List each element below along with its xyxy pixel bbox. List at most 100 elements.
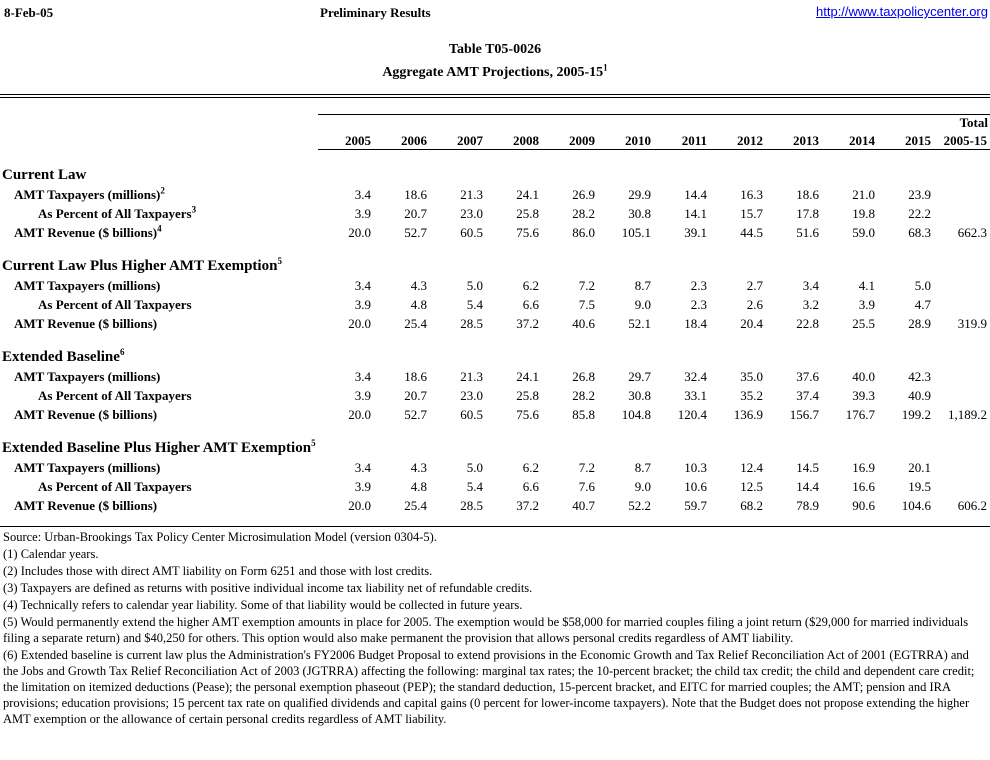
section-heading-row: Extended Baseline Plus Higher AMT Exempt… [0,423,990,457]
total-value-cell: 606.2 [957,498,987,513]
value-cell: 3.4 [354,369,371,384]
row-label: AMT Revenue ($ billions) [0,313,318,332]
value-cell: 20.0 [348,407,371,422]
value-cell: 2.3 [690,297,707,312]
value-cell: 104.8 [621,407,651,422]
double-horizontal-rule [0,94,990,98]
value-cell: 24.1 [516,369,539,384]
value-cell: 78.9 [796,498,819,513]
table-row: AMT Revenue ($ billions)4 20.0 52.7 60.5 75.… [0,222,990,241]
value-cell: 59.7 [684,498,707,513]
value-cell: 28.2 [572,206,595,221]
value-cell: 20.7 [404,206,427,221]
taxpolicycenter-link[interactable]: http://www.taxpolicycenter.org [816,4,988,19]
value-cell: 3.9 [354,479,371,494]
value-cell: 28.5 [460,498,483,513]
value-cell: 19.8 [852,206,875,221]
value-cell: 40.6 [572,316,595,331]
value-cell: 20.0 [348,225,371,240]
value-cell: 28.9 [908,316,931,331]
footnote-line: (1) Calendar years. [3,547,99,561]
value-cell: 32.4 [684,369,707,384]
row-label: AMT Revenue ($ billions)4 [0,222,318,241]
value-cell: 8.7 [634,460,651,475]
footnote-line: (3) Taxpayers are defined as returns wit… [3,581,533,595]
value-cell: 86.0 [572,225,595,240]
section-heading-text: Current Law Plus Higher AMT Exemption [2,258,278,274]
value-cell: 6.2 [522,278,539,293]
value-cell: 9.0 [634,297,651,312]
table-row: As Percent of All Taxpayers3 3.9 20.7 23.0 2… [0,203,990,222]
value-cell: 20.0 [348,316,371,331]
value-cell: 10.3 [684,460,707,475]
header-spacer-cell [486,114,542,131]
date-label: 8-Feb-05 [4,5,54,20]
section-footnote-ref: 6 [119,347,125,357]
value-cell: 5.4 [466,479,483,494]
year-header: 2006 [374,131,430,150]
value-cell: 23.0 [460,206,483,221]
row-label: AMT Taxpayers (millions) [0,275,318,294]
value-cell: 37.2 [516,498,539,513]
value-cell: 37.6 [796,369,819,384]
row-label: AMT Taxpayers (millions)2 [0,184,318,203]
value-cell: 23.9 [908,187,931,202]
value-cell: 5.4 [466,297,483,312]
value-cell: 10.6 [684,479,707,494]
section-heading-text: Extended Baseline Plus Higher AMT Exempt… [2,440,312,456]
value-cell: 6.2 [522,460,539,475]
row-label: AMT Revenue ($ billions) [0,404,318,423]
section-heading-text: Extended Baseline [2,349,120,365]
row-label: As Percent of All Taxpayers [0,385,318,404]
table-row: AMT Revenue ($ billions) 20.0 25.4 28.5 37.2… [0,313,990,332]
table-main-title: Aggregate AMT Projections, 2005-151 [0,63,990,81]
header-spacer-cell [710,114,766,131]
section-footnote-ref: 5 [311,438,316,448]
value-cell: 68.2 [740,498,763,513]
row-label-text: AMT Revenue ($ billions) [14,407,158,422]
header-spacer-cell [318,114,374,131]
value-cell: 18.4 [684,316,707,331]
value-cell: 7.2 [578,460,595,475]
row-label-text: AMT Taxpayers (millions) [14,187,161,202]
value-cell: 16.6 [852,479,875,494]
value-cell: 16.3 [740,187,763,202]
total-value-cell: 319.9 [957,316,987,331]
row-label-text: As Percent of All Taxpayers [38,479,192,494]
value-cell: 4.7 [914,297,931,312]
table-row: AMT Revenue ($ billions) 20.0 25.4 28.5 37.2… [0,495,990,514]
value-cell: 3.4 [354,460,371,475]
value-cell: 52.7 [404,225,427,240]
footnote-line: (5) Would permanently extend the higher … [3,615,969,645]
value-cell: 3.2 [802,297,819,312]
value-cell: 18.6 [404,187,427,202]
row-label: AMT Revenue ($ billions) [0,495,318,514]
value-cell: 51.6 [796,225,819,240]
header-spacer-cell [878,114,934,131]
value-cell: 7.2 [578,278,595,293]
total-value-cell [934,184,990,203]
value-cell: 29.7 [628,369,651,384]
header-spacer-cell [374,114,430,131]
row-label-text: AMT Taxpayers (millions) [14,460,161,475]
year-header: 2012 [710,131,766,150]
value-cell: 3.4 [802,278,819,293]
value-cell: 59.0 [852,225,875,240]
year-header: 2009 [542,131,598,150]
value-cell: 52.2 [628,498,651,513]
total-value-cell: 1,189.2 [948,407,987,422]
value-cell: 3.9 [858,297,875,312]
value-cell: 120.4 [677,407,707,422]
table-row: AMT Taxpayers (millions) 3.4 4.3 5.0 6.2 7.2 8… [0,275,990,294]
header-spacer-cell [822,114,878,131]
year-header: 2013 [766,131,822,150]
value-cell: 25.4 [404,498,427,513]
table-row: As Percent of All Taxpayers 3.9 4.8 5.4 6.6 7… [0,476,990,495]
value-cell: 60.5 [460,225,483,240]
value-cell: 6.6 [522,297,539,312]
value-cell: 30.8 [628,206,651,221]
value-cell: 37.2 [516,316,539,331]
value-cell: 37.4 [796,388,819,403]
value-cell: 85.8 [572,407,595,422]
footnote-line: (6) Extended baseline is current law plu… [3,648,975,726]
